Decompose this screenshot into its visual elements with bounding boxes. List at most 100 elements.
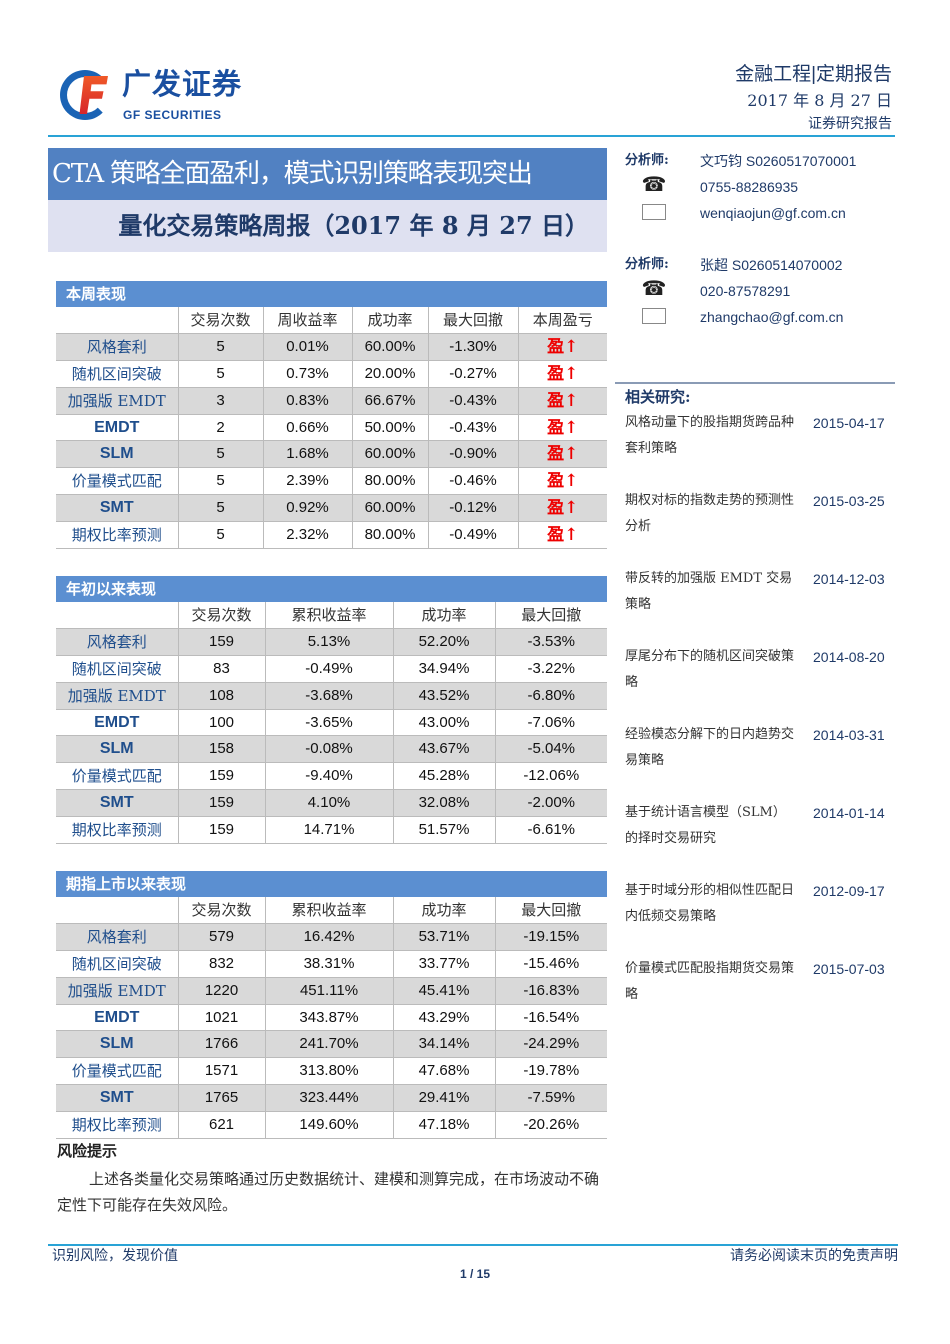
cell-value: 5 bbox=[177, 467, 263, 496]
related-report-date: 2012-09-17 bbox=[813, 883, 885, 899]
profit-loss-indicator: 盈↑ bbox=[517, 414, 607, 442]
cell-value: 83 bbox=[177, 655, 265, 683]
cell-value: -20.26% bbox=[494, 1111, 607, 1139]
strategy-name: EMDT bbox=[56, 1004, 178, 1032]
cell-value: 60.00% bbox=[351, 333, 428, 362]
profit-loss-indicator: 盈↑ bbox=[517, 494, 607, 522]
email-icon bbox=[642, 204, 666, 225]
cell-value: 14.71% bbox=[264, 816, 393, 844]
phone-icon: ☎ bbox=[641, 174, 667, 196]
table-row: EMDT 100 -3.65% 43.00% -7.06% bbox=[56, 709, 607, 737]
related-report-title[interactable]: 基于时域分形的相似性匹配日内低频交易策略 bbox=[625, 883, 795, 924]
column-header: 交易次数 bbox=[177, 602, 265, 630]
table-row: 期权比率预测 621 149.60% 47.18% -20.26% bbox=[56, 1111, 607, 1139]
cell-value: -24.29% bbox=[494, 1030, 607, 1059]
cell-value: 60.00% bbox=[351, 494, 428, 522]
strategy-name: 随机区间突破 bbox=[56, 950, 178, 978]
table-row: 加强版 EMDT 1220 451.11% 45.41% -16.83% bbox=[56, 977, 607, 1005]
cell-value: 2.32% bbox=[262, 521, 352, 549]
cell-value: 159 bbox=[177, 628, 265, 657]
strategy-name: 风格套利 bbox=[56, 628, 178, 657]
phone-icon: ☎ bbox=[641, 278, 667, 300]
analyst-email[interactable]: wenqiaojun@gf.com.cn bbox=[700, 205, 846, 221]
table-row: 风格套利 159 5.13% 52.20% -3.53% bbox=[56, 628, 607, 657]
cell-value: 0.83% bbox=[262, 387, 352, 415]
header-blank bbox=[56, 602, 178, 630]
table-row: EMDT 2 0.66% 50.00% -0.43% 盈↑ bbox=[56, 414, 607, 442]
table-row: SLM 1766 241.70% 34.14% -24.29% bbox=[56, 1030, 607, 1059]
strategy-name: 风格套利 bbox=[56, 333, 178, 362]
table-row: 风格套利 5 0.01% 60.00% -1.30% 盈↑ bbox=[56, 333, 607, 362]
cell-value: -3.22% bbox=[494, 655, 607, 683]
cell-value: 34.94% bbox=[392, 655, 495, 683]
since-listing-performance-table: 期指上市以来表现 交易次数 累积收益率 成功率 最大回撤 风格套利 579 16.42% 53.… bbox=[56, 871, 607, 1139]
sub-title: 量化交易策略周报（2017 年 8 月 27 日） bbox=[48, 200, 607, 252]
report-type: 证券研究报告 bbox=[808, 115, 892, 131]
report-date: 2017 年 8 月 27 日 bbox=[747, 91, 892, 110]
ytd-performance-table: 年初以来表现 交易次数 累积收益率 成功率 最大回撤 风格套利 159 5.13% 52.20%… bbox=[56, 576, 607, 844]
profit-loss-indicator: 盈↑ bbox=[517, 360, 607, 388]
table-title: 年初以来表现 bbox=[56, 576, 607, 602]
risk-text: 上述各类量化交易策略通过历史数据统计、建模和测算完成，在市场波动不确定性下可能存… bbox=[57, 1170, 600, 1214]
column-header: 累积收益率 bbox=[264, 897, 393, 925]
cell-value: 45.41% bbox=[392, 977, 495, 1005]
cell-value: 43.67% bbox=[392, 735, 495, 764]
profit-loss-indicator: 盈↑ bbox=[517, 333, 607, 362]
header-divider bbox=[48, 135, 895, 137]
related-title: 相关研究: bbox=[625, 388, 691, 406]
cell-value: 2.39% bbox=[262, 467, 352, 496]
cell-value: 832 bbox=[177, 950, 265, 978]
related-report-date: 2014-08-20 bbox=[813, 649, 885, 665]
related-report-title[interactable]: 期权对标的指数走势的预测性分析 bbox=[625, 493, 795, 534]
analyst-label: 分析师: bbox=[625, 153, 669, 168]
strategy-name: 期权比率预测 bbox=[56, 521, 178, 549]
cell-value: 100 bbox=[177, 709, 265, 737]
strategy-name: SMT bbox=[56, 1084, 178, 1112]
analyst-label: 分析师: bbox=[625, 257, 669, 272]
cell-value: 159 bbox=[177, 789, 265, 817]
profit-loss-indicator: 盈↑ bbox=[517, 440, 607, 469]
strategy-name: 加强版 EMDT bbox=[56, 977, 178, 1005]
column-header: 交易次数 bbox=[177, 897, 265, 925]
risk-title: 风险提示 bbox=[57, 1142, 118, 1160]
strategy-name: 随机区间突破 bbox=[56, 360, 178, 388]
strategy-name: 期权比率预测 bbox=[56, 1111, 178, 1139]
cell-value: -7.59% bbox=[494, 1084, 607, 1112]
cell-value: 50.00% bbox=[351, 414, 428, 442]
cell-value: -12.06% bbox=[494, 762, 607, 791]
cell-value: 47.18% bbox=[392, 1111, 495, 1139]
report-category: 金融工程|定期报告 bbox=[735, 64, 892, 85]
main-title: CTA 策略全面盈利，模式识别策略表现突出 bbox=[48, 148, 607, 200]
cell-value: -6.80% bbox=[494, 682, 607, 710]
related-report-title[interactable]: 基于统计语言模型（SLM）的择时交易研究 bbox=[625, 805, 786, 846]
strategy-name: 价量模式匹配 bbox=[56, 467, 178, 496]
cell-value: 149.60% bbox=[264, 1111, 393, 1139]
cell-value: 51.57% bbox=[392, 816, 495, 844]
cell-value: 5 bbox=[177, 494, 263, 522]
profit-loss-indicator: 盈↑ bbox=[517, 467, 607, 496]
column-header: 交易次数 bbox=[177, 307, 263, 335]
footer-slogan: 识别风险，发现价值 bbox=[52, 1247, 178, 1263]
cell-value: 621 bbox=[177, 1111, 265, 1139]
column-header: 成功率 bbox=[351, 307, 428, 335]
column-header: 周收益率 bbox=[262, 307, 352, 335]
related-report-title[interactable]: 厚尾分布下的随机区间突破策略 bbox=[625, 649, 795, 690]
column-header: 本周盈亏 bbox=[517, 307, 607, 335]
related-report-title[interactable]: 经验模态分解下的日内趋势交易策略 bbox=[625, 727, 795, 768]
analyst-phone: 0755-88286935 bbox=[700, 179, 799, 195]
footer-disclaimer-link[interactable]: 请务必阅读末页的免责声明 bbox=[730, 1247, 898, 1263]
related-report-title[interactable]: 风格动量下的股指期货跨品种套利策略 bbox=[625, 415, 795, 456]
header-blank bbox=[56, 307, 178, 335]
related-report-title[interactable]: 带反转的加强版 EMDT 交易策略 bbox=[625, 571, 793, 612]
cell-value: 579 bbox=[177, 923, 265, 952]
related-report-title[interactable]: 价量模式匹配股指期货交易策略 bbox=[625, 961, 795, 1002]
cell-value: -0.43% bbox=[427, 414, 518, 442]
cell-value: -0.49% bbox=[427, 521, 518, 549]
cell-value: 158 bbox=[177, 735, 265, 764]
cell-value: -1.30% bbox=[427, 333, 518, 362]
cell-value: -16.83% bbox=[494, 977, 607, 1005]
strategy-name: 期权比率预测 bbox=[56, 816, 178, 844]
cell-value: 5 bbox=[177, 440, 263, 469]
cell-value: -5.04% bbox=[494, 735, 607, 764]
analyst-email[interactable]: zhangchao@gf.com.cn bbox=[700, 309, 844, 325]
